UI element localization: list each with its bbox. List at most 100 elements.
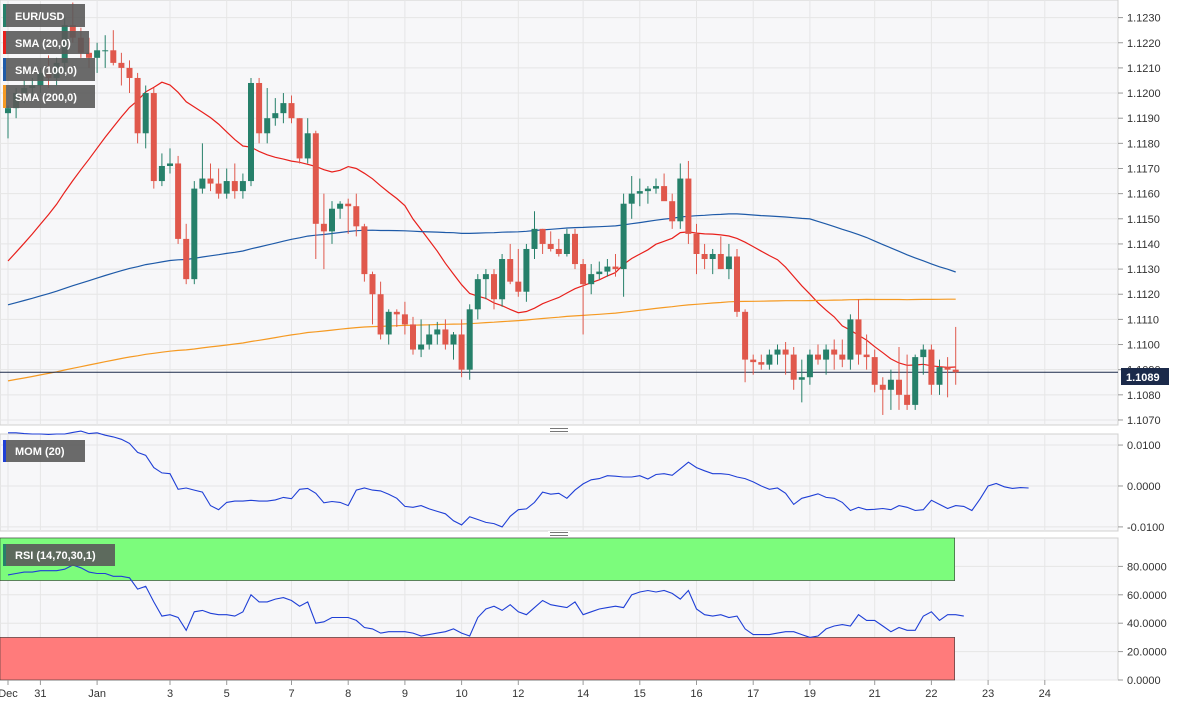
candle [871,349,878,393]
x-tick-label: 5 [224,688,230,700]
candle [377,281,384,340]
price-y-tick-label: 1.1230 [1127,13,1161,25]
candle [150,88,157,189]
x-tick-label: 7 [288,688,294,700]
legend-price[interactable]: EUR/USD [3,4,85,27]
candle [644,186,651,204]
candle-body [345,203,352,207]
candle [815,344,821,365]
x-tick-label: 17 [747,688,759,700]
moving-average-layer [0,81,1118,382]
candle-body [847,319,854,360]
candle-body [320,223,327,232]
candle-body [515,281,522,292]
x-tick-label: 3 [167,688,173,700]
candle [952,326,959,385]
candle [782,342,789,375]
rsi-y-tick-label: 20.0000 [1127,647,1167,659]
candle [288,95,295,124]
candle-body [936,367,943,385]
candle-body [928,349,935,385]
candle-body [507,259,514,282]
candle [118,52,125,86]
candle [142,85,149,149]
candle [750,354,757,375]
x-tick-label: 19 [804,688,816,700]
candle-body [207,178,214,184]
candle-body [491,274,497,300]
candle-body [628,193,635,204]
candle [296,118,303,164]
candle-body [887,379,894,390]
legend-mom-bg [3,440,85,462]
price-y-tick-label: 1.1080 [1127,390,1161,402]
x-tick-label: 15 [634,688,646,700]
candle-body [774,349,781,355]
candle [685,160,692,244]
candle-body [239,181,246,192]
x-tick-label: 23 [982,688,994,700]
legend-sma100-label: SMA (100,0) [15,65,77,77]
candle-body [118,62,125,68]
price-y-tick-label: 1.1180 [1127,138,1160,150]
price-y-tick-label: 1.1210 [1127,63,1161,75]
candle-body [337,203,344,209]
candle-body [944,367,951,370]
candle [839,339,846,368]
candle [628,176,635,219]
candle-body [393,311,400,315]
candle [223,168,230,199]
legend-sma100[interactable]: SMA (100,0) [3,58,95,81]
legend-sma200[interactable]: SMA (200,0) [3,85,95,108]
candle [798,359,805,403]
candle [199,143,206,194]
candle-body [215,183,222,194]
candle-body [612,266,619,270]
mom-y-tick-label: 0.0100 [1127,440,1161,452]
candle-body [296,118,303,159]
rsi-y-tick-label: 60.0000 [1127,590,1167,602]
candle [604,259,611,277]
candle-body [620,203,627,270]
candle [677,163,684,229]
candle [920,344,927,375]
candle [596,261,603,280]
candle [863,334,870,370]
legend-sma200-bg [3,85,95,108]
candle [385,309,392,345]
candle-body [231,181,238,192]
candle-body [555,248,562,254]
candle-body [199,178,206,189]
price-y-tick-label: 1.1140 [1127,239,1160,251]
candle [758,354,765,370]
candle-body [353,206,360,227]
rsi-y-tick-label: 80.0000 [1127,561,1167,573]
candle [912,354,919,410]
candle-body [312,133,319,224]
x-tick-label: 14 [577,688,589,700]
candle-body [183,238,190,280]
candle [531,211,538,260]
candle-body [304,133,311,159]
legend-sma100-swatch [3,58,6,81]
candle-body [750,359,757,363]
candle [158,153,165,187]
candle [393,309,400,327]
legend-rsi[interactable]: RSI (14,70,30,1) [3,544,115,566]
price-y-tick-label: 1.1170 [1127,163,1160,175]
pane-resize-handle-2[interactable] [548,531,570,537]
price-y-tick-label: 1.1120 [1127,289,1160,301]
legend-rsi-label: RSI (14,70,30,1) [15,550,96,562]
candle [94,42,101,73]
pane-resize-handle-1[interactable] [548,427,570,433]
candle-body [418,344,425,350]
candle-body [450,334,457,345]
price-y-tick-label: 1.1160 [1127,189,1160,201]
legend-mom[interactable]: MOM (20) [3,440,85,462]
candle [248,77,254,187]
candle [345,198,352,234]
candle-body [831,349,838,355]
legend-sma20[interactable]: SMA (20,0) [3,31,89,54]
candle-body [677,178,684,222]
candle [855,299,862,365]
